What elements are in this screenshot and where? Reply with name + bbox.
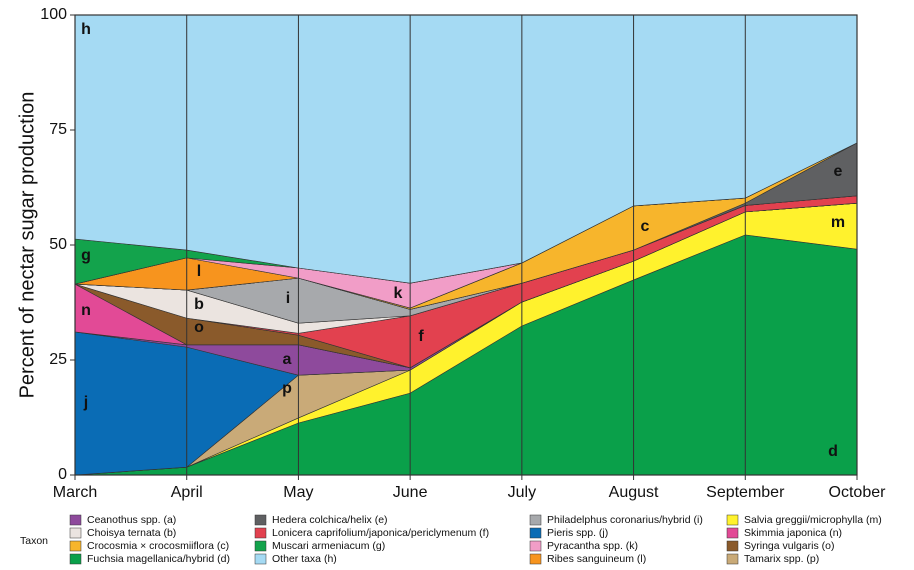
legend-swatch xyxy=(529,527,542,539)
legend-label: Pieris spp. (j) xyxy=(547,527,608,539)
area-label: e xyxy=(834,163,843,180)
legend-swatch xyxy=(254,553,267,565)
x-tick-label: April xyxy=(171,484,203,501)
legend-label: Philadelphus coronarius/hybrid (i) xyxy=(547,514,703,526)
y-tick-label: 50 xyxy=(49,236,67,253)
legend-swatch xyxy=(69,514,82,526)
legend-swatch xyxy=(726,540,739,552)
legend-title: Taxon xyxy=(20,535,48,547)
legend-swatch xyxy=(254,514,267,526)
y-tick-label: 25 xyxy=(49,351,67,368)
legend-label: Crocosmia × crocosmiiflora (c) xyxy=(87,540,229,552)
legend-label: Tamarix spp. (p) xyxy=(744,553,819,565)
x-tick-label: September xyxy=(706,484,785,501)
legend-swatch xyxy=(254,540,267,552)
legend-swatch xyxy=(529,540,542,552)
legend-swatch xyxy=(69,527,82,539)
x-tick-label: May xyxy=(283,484,313,501)
area-label: b xyxy=(194,296,204,313)
area-label: d xyxy=(828,443,838,460)
plot-frame xyxy=(74,14,858,476)
area-label: g xyxy=(81,247,91,264)
area-label: l xyxy=(197,263,201,280)
legend-label: Pyracantha spp. (k) xyxy=(547,540,638,552)
legend-label: Choisya ternata (b) xyxy=(87,527,176,539)
legend-label: Syringa vulgaris (o) xyxy=(744,540,834,552)
legend-label: Skimmia japonica (n) xyxy=(744,527,842,539)
legend-label: Salvia greggii/microphylla (m) xyxy=(744,514,882,526)
legend-label: Hedera colchica/helix (e) xyxy=(272,514,388,526)
area-label: h xyxy=(81,21,91,38)
legend-label: Muscari armeniacum (g) xyxy=(272,540,385,552)
x-tick-label: August xyxy=(609,484,659,501)
area-label: j xyxy=(83,394,88,411)
area-label: o xyxy=(194,319,204,336)
x-tick-label: March xyxy=(53,484,97,501)
area-label: k xyxy=(394,285,403,302)
area-label: p xyxy=(282,380,292,397)
legend-label: Ceanothus spp. (a) xyxy=(87,514,176,526)
area-label: i xyxy=(286,290,290,307)
legend-label: Lonicera caprifolium/japonica/periclymen… xyxy=(272,527,489,539)
area-label: c xyxy=(641,218,650,235)
legend-swatch xyxy=(726,514,739,526)
legend-swatch xyxy=(69,553,82,565)
y-tick-label: 0 xyxy=(58,466,67,483)
area-label: a xyxy=(283,351,292,368)
legend-swatch xyxy=(529,553,542,565)
legend-label: Fuchsia magellanica/hybrid (d) xyxy=(87,553,230,565)
area-label: n xyxy=(81,302,91,319)
x-tick-label: June xyxy=(393,484,428,501)
area-label: f xyxy=(418,328,424,345)
legend-swatch xyxy=(69,540,82,552)
legend-swatch xyxy=(254,527,267,539)
y-tick-label: 100 xyxy=(40,6,67,23)
legend-swatch xyxy=(529,514,542,526)
y-tick-label: 75 xyxy=(49,121,67,138)
x-tick-label: October xyxy=(829,484,887,501)
legend-label: Other taxa (h) xyxy=(272,553,337,565)
legend-label: Ribes sanguineum (l) xyxy=(547,553,646,565)
x-tick-label: July xyxy=(508,484,536,501)
legend-swatch xyxy=(726,527,739,539)
legend-swatch xyxy=(726,553,739,565)
area-label: m xyxy=(831,214,845,231)
y-axis-label: Percent of nectar sugar production xyxy=(16,92,38,399)
